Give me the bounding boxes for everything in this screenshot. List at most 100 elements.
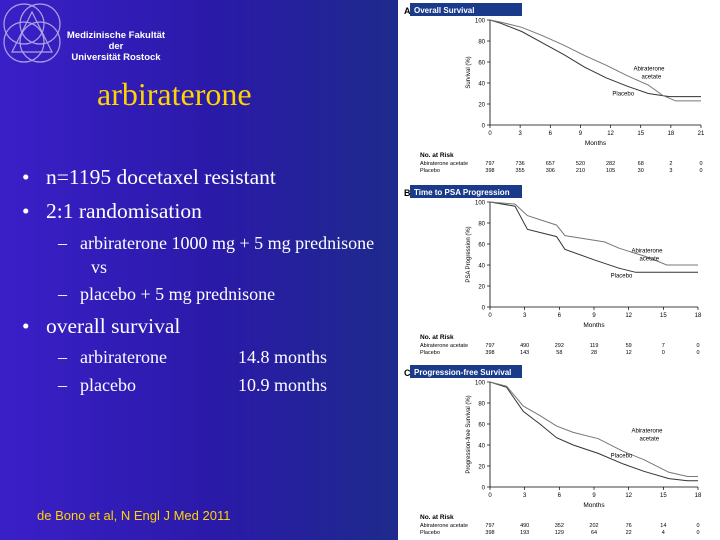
risk-value: 193: [520, 530, 529, 536]
x-tick-label: 21: [698, 131, 705, 137]
risk-value: 129: [555, 530, 564, 536]
os-row-arm1-label: arbiraterone: [80, 347, 167, 367]
risk-value: 797: [485, 523, 494, 529]
risk-value: 306: [546, 168, 555, 174]
risk-value: 30: [638, 168, 644, 174]
risk-value: 2: [669, 161, 672, 167]
risk-value: 355: [516, 168, 525, 174]
y-tick-label: 40: [478, 264, 485, 270]
x-tick-label: 9: [592, 493, 596, 499]
y-tick-label: 20: [478, 103, 485, 109]
bullet-marker: •: [22, 199, 30, 223]
risk-value: 292: [555, 343, 564, 349]
legend-treatment: Abiraterone: [631, 428, 663, 434]
y-axis-label: Survival (%): [466, 56, 472, 88]
legend-treatment: Abiraterone: [631, 248, 663, 254]
risk-value: 119: [590, 343, 599, 349]
bullet-marker: •: [22, 314, 30, 338]
x-tick-label: 18: [695, 313, 702, 319]
risk-row-label: Abiraterone acetate: [420, 343, 468, 349]
faculty-line-2: Universität Rostock: [71, 52, 161, 63]
y-tick-label: 60: [478, 61, 485, 67]
x-tick-label: 12: [625, 313, 632, 319]
risk-value: 0: [696, 343, 699, 349]
risk-value: 210: [576, 168, 585, 174]
panel-letter: B: [404, 188, 411, 198]
risk-value: 58: [556, 350, 562, 356]
risk-value: 0: [699, 161, 702, 167]
bullet-overall-survival: • overall survival: [22, 314, 180, 339]
x-tick-label: 0: [488, 493, 492, 499]
x-tick-label: 0: [488, 131, 492, 137]
risk-value: 0: [696, 350, 699, 356]
risk-value: 105: [606, 168, 615, 174]
x-tick-label: 15: [637, 131, 644, 137]
legend-treatment: Abiraterone: [633, 66, 665, 72]
risk-value: 282: [606, 161, 615, 167]
risk-value: 736: [516, 161, 525, 167]
x-tick-label: 18: [668, 131, 675, 137]
risk-value: 490: [520, 343, 529, 349]
risk-value: 0: [696, 523, 699, 529]
os-row-placebo-label: placebo: [80, 375, 136, 395]
risk-row-label: Abiraterone acetate: [420, 523, 468, 529]
y-tick-label: 40: [478, 444, 485, 450]
x-tick-label: 15: [660, 493, 667, 499]
risk-value: 202: [589, 523, 598, 529]
risk-value: 0: [662, 350, 665, 356]
bullet-marker: •: [22, 165, 30, 189]
legend-placebo: Placebo: [611, 454, 633, 460]
risk-value: 22: [626, 530, 632, 536]
placebo-curve: [489, 201, 698, 273]
x-tick-label: 3: [518, 131, 522, 137]
risk-value: 3: [669, 168, 672, 174]
faculty-name: Medizinische Fakultät der Universität Ro…: [62, 30, 170, 63]
sub-bullet-arm2-text: placebo + 5 mg prednisone: [80, 284, 276, 304]
risk-value: 490: [520, 523, 529, 529]
y-tick-label: 80: [478, 40, 485, 46]
panel-letter: A: [404, 6, 411, 16]
legend-treatment-line2: acetate: [639, 436, 659, 442]
placebo-curve: [489, 19, 701, 98]
y-tick-label: 100: [475, 19, 486, 25]
legend-treatment-line2: acetate: [641, 74, 661, 80]
x-tick-label: 18: [695, 493, 702, 499]
bullet-randomisation-text: 2:1 randomisation: [46, 199, 202, 223]
risk-value: 76: [626, 523, 632, 529]
y-tick-label: 80: [478, 402, 485, 408]
risk-value: 28: [591, 350, 597, 356]
risk-value: 398: [485, 350, 494, 356]
legend-placebo: Placebo: [611, 274, 633, 280]
x-tick-label: 6: [558, 313, 562, 319]
dash-marker: –: [58, 233, 67, 253]
os-row-arm1: – arbiraterone: [58, 347, 167, 368]
figure-panels: A Overall Survival 100 80 60 40 20 0 0 3 6 9 12 15 18 2…: [398, 0, 720, 540]
os-row-arm1-value: 14.8 months: [238, 347, 328, 367]
sub-bullet-arm1: – arbiraterone 1000 mg + 5 mg prednisone: [58, 233, 374, 254]
panel-header-bar: [410, 3, 522, 16]
x-tick-label: 12: [625, 493, 632, 499]
risk-value: 352: [555, 523, 564, 529]
risk-table-title: No. at Risk: [420, 514, 454, 521]
panel-letter: C: [404, 368, 411, 378]
y-tick-label: 100: [475, 381, 486, 387]
panel-header-bar: [410, 185, 522, 198]
placebo-curve: [489, 381, 698, 482]
risk-table-title: No. at Risk: [420, 152, 454, 159]
risk-value: 59: [626, 343, 632, 349]
y-tick-label: 20: [478, 285, 485, 291]
risk-value: 0: [699, 168, 702, 174]
treatment-curve: [489, 381, 698, 477]
risk-value: 4: [662, 530, 665, 536]
y-axis-label: Progression-free Survival (%): [466, 395, 472, 473]
treatment-curve: [489, 201, 698, 266]
risk-value: 12: [626, 350, 632, 356]
panel-title: Progression-free Survival: [414, 368, 511, 377]
x-tick-label: 9: [592, 313, 596, 319]
x-axis-label: Months: [585, 140, 607, 147]
sub-bullet-vs: vs: [91, 257, 108, 277]
x-tick-label: 12: [607, 131, 614, 137]
bullet-cohort-text: n=1195 docetaxel resistant: [46, 165, 276, 189]
